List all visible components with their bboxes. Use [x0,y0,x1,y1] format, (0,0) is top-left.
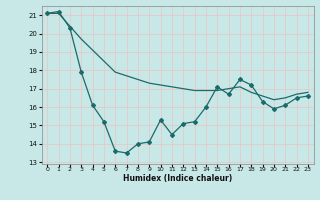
X-axis label: Humidex (Indice chaleur): Humidex (Indice chaleur) [123,174,232,183]
